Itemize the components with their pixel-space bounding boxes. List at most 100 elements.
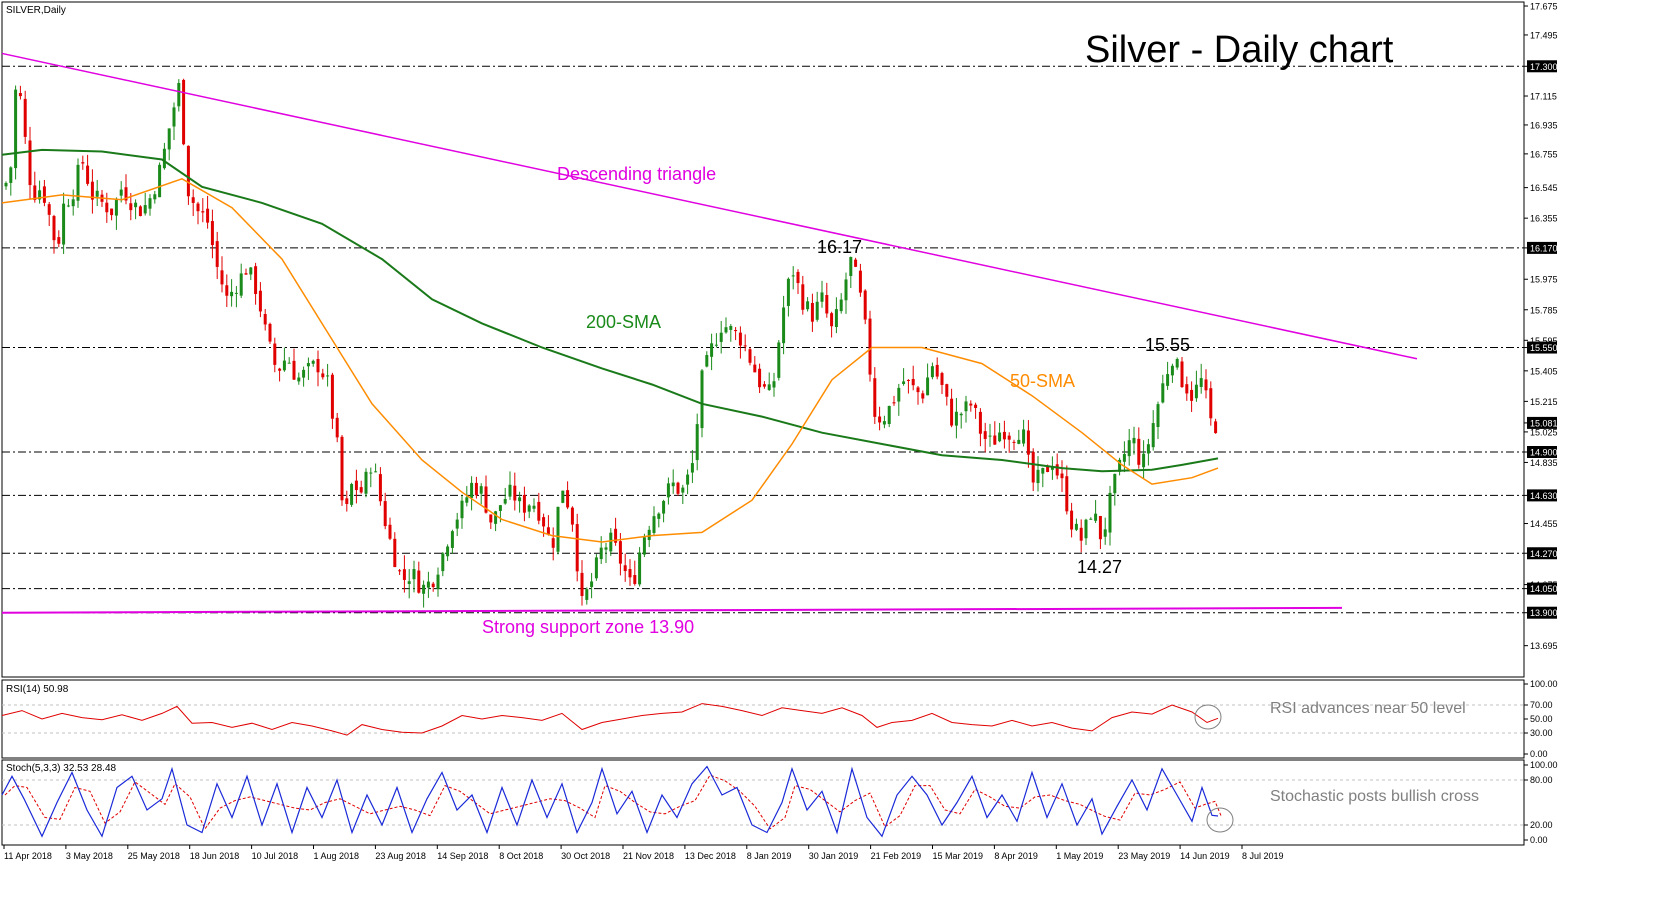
candle-body	[940, 373, 944, 385]
candle-body	[1175, 358, 1179, 368]
candle-body	[1103, 529, 1107, 537]
candle-body	[748, 349, 752, 363]
candle-body	[767, 384, 771, 390]
time-tick-label: 23 Aug 2018	[375, 851, 426, 861]
candle-body	[998, 432, 1002, 442]
rsi-highlight-circle	[1194, 704, 1222, 730]
candle-body	[849, 257, 853, 276]
candle-body	[614, 528, 618, 543]
candle-body	[513, 485, 517, 501]
price-tick-label: 14.835	[1530, 458, 1558, 468]
candle-body	[714, 344, 718, 346]
candle-body	[460, 500, 464, 519]
candle-body	[1161, 383, 1165, 403]
candle-body	[1132, 437, 1136, 444]
time-tick-label: 13 Dec 2018	[685, 851, 736, 861]
candle-body	[359, 487, 363, 493]
candle-body	[570, 507, 574, 525]
candle-body	[33, 185, 37, 200]
candle-body	[1194, 384, 1198, 399]
candle-body	[561, 490, 565, 503]
price-tick-label: 15.595	[1530, 336, 1558, 346]
candle-body	[335, 417, 339, 438]
candle-body	[700, 370, 704, 429]
candle-body	[786, 278, 790, 306]
candle-body	[364, 471, 368, 494]
candle-body	[38, 190, 42, 200]
candle-body	[782, 307, 786, 344]
candle-body	[90, 181, 94, 200]
candle-body	[330, 374, 334, 419]
candle-body	[1050, 467, 1054, 470]
candle-body	[1065, 476, 1069, 512]
candle-body	[489, 514, 493, 523]
candle-body	[129, 203, 133, 211]
candle-body	[753, 364, 757, 373]
triangle-label: Descending triangle	[557, 164, 716, 184]
candle-body	[273, 343, 277, 365]
candle-body	[897, 387, 901, 402]
candle-body	[230, 291, 234, 297]
candle-body	[306, 363, 310, 367]
price-tick-label: 15.405	[1530, 366, 1558, 376]
candle-body	[417, 570, 421, 593]
candle-body	[633, 575, 637, 584]
price-tick-label: 16.545	[1530, 183, 1558, 193]
price-tick-label: 16.170	[1530, 243, 1558, 253]
candle-body	[95, 190, 99, 197]
candle-body	[422, 584, 426, 594]
candle-body	[450, 531, 454, 548]
candle-body	[182, 79, 186, 145]
time-tick-label: 8 Jan 2019	[747, 851, 792, 861]
candle-body	[114, 198, 118, 216]
candle-body	[378, 474, 382, 502]
candle-body	[1026, 430, 1030, 455]
time-axis: 11 Apr 2018 3 May 2018 25 May 2018 18 Jun 2…	[3, 845, 1284, 861]
candle-body	[1070, 510, 1074, 530]
candle-body	[527, 505, 531, 512]
candle-body	[326, 375, 330, 377]
candle-body	[287, 362, 291, 364]
candle-body	[66, 205, 70, 207]
stochastic-indicator: 100.00 80.00 20.00 0.00	[1, 760, 1558, 845]
candle-body	[916, 387, 920, 393]
candle-body	[316, 359, 320, 373]
candle-body	[585, 589, 589, 600]
price-tick-label: 15.081	[1530, 418, 1558, 428]
candle-body	[729, 326, 733, 330]
candle-body	[508, 484, 512, 497]
candle-body	[839, 299, 843, 312]
candle-body	[734, 330, 738, 332]
candle-body	[1060, 473, 1064, 479]
sma-line-200	[1, 148, 1219, 473]
candle-body	[402, 569, 406, 580]
candle-body	[863, 290, 867, 320]
candle-body	[1012, 441, 1016, 443]
candle-body	[278, 368, 282, 371]
time-tick-label: 21 Feb 2019	[871, 851, 922, 861]
candle-body	[969, 403, 973, 406]
candle-body	[796, 271, 800, 284]
candle-body	[652, 516, 656, 533]
candle-body	[234, 292, 238, 294]
candle-body	[518, 497, 522, 502]
candle-body	[892, 402, 896, 404]
candle-body	[1190, 389, 1194, 401]
candle-body	[844, 279, 848, 301]
price-tick-label: 16.355	[1530, 214, 1558, 224]
price-level-badge	[1527, 341, 1557, 354]
candle-body	[662, 500, 666, 514]
candle-body	[858, 270, 862, 293]
candle-body	[676, 482, 680, 494]
time-tick-label: 3 May 2018	[66, 851, 113, 861]
candle-body	[110, 208, 114, 216]
candle-body	[628, 569, 632, 578]
horizontal-levels	[2, 65, 1524, 614]
price-tick-label: 15.785	[1530, 305, 1558, 315]
candle-body	[945, 384, 949, 397]
candle-body	[1185, 384, 1189, 394]
price-tick-label: 15.025	[1530, 427, 1558, 437]
candle-body	[974, 404, 978, 409]
candle-body	[47, 204, 51, 215]
candle-body	[167, 128, 171, 150]
